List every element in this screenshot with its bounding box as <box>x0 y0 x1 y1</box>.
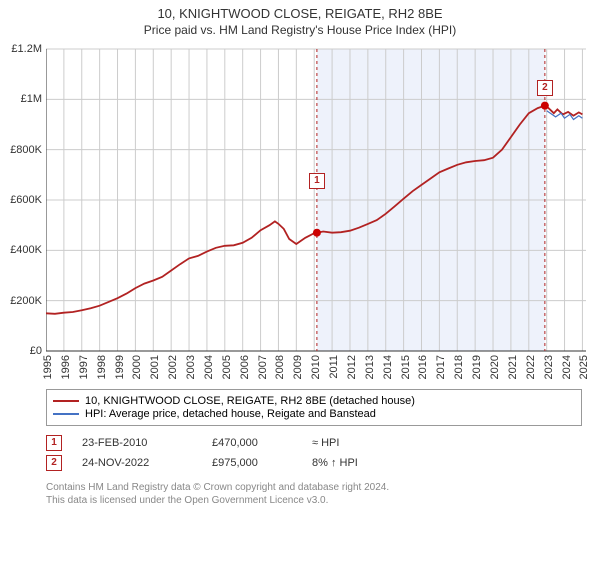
legend-label: HPI: Average price, detached house, Reig… <box>85 408 376 420</box>
sale-index-box: 1 <box>46 435 62 451</box>
sale-price: £470,000 <box>212 437 292 449</box>
x-axis-label: 2003 <box>185 355 197 379</box>
y-axis-label: £800K <box>2 144 42 156</box>
y-axis-label: £600K <box>2 194 42 206</box>
x-axis-label: 2010 <box>310 355 322 379</box>
x-axis-label: 2001 <box>149 355 161 379</box>
y-axis-label: £200K <box>2 295 42 307</box>
x-axis-label: 2014 <box>382 355 394 379</box>
x-axis-label: 1997 <box>78 355 90 379</box>
footer-attribution: Contains HM Land Registry data © Crown c… <box>46 481 582 507</box>
chart-svg <box>46 43 586 393</box>
y-axis-label: £1M <box>2 93 42 105</box>
sale-relative: ≈ HPI <box>312 437 412 449</box>
legend-swatch <box>53 400 79 402</box>
x-axis-label: 2006 <box>239 355 251 379</box>
x-axis-label: 1995 <box>42 355 54 379</box>
sale-date: 23-FEB-2010 <box>82 437 192 449</box>
x-axis-label: 2025 <box>578 355 590 379</box>
sales-table: 1 23-FEB-2010 £470,000 ≈ HPI 2 24-NOV-2022 £97… <box>46 431 582 475</box>
x-axis-label: 2007 <box>257 355 269 379</box>
sale-index-box: 2 <box>46 455 62 471</box>
x-axis-label: 2022 <box>525 355 537 379</box>
x-axis-label: 2024 <box>561 355 573 379</box>
x-axis-label: 2018 <box>453 355 465 379</box>
legend-row: 10, KNIGHTWOOD CLOSE, REIGATE, RH2 8BE (… <box>53 395 575 407</box>
x-axis-label: 2009 <box>292 355 304 379</box>
chart-plot-area: £0£200K£400K£600K£800K£1M£1.2M1995199619… <box>46 43 586 393</box>
x-axis-label: 2002 <box>167 355 179 379</box>
sale-row: 2 24-NOV-2022 £975,000 8% ↑ HPI <box>46 455 582 471</box>
footer-line: Contains HM Land Registry data © Crown c… <box>46 481 582 494</box>
x-axis-label: 2017 <box>435 355 447 379</box>
y-axis-label: £0 <box>2 345 42 357</box>
sale-date: 24-NOV-2022 <box>82 457 192 469</box>
y-axis-label: £1.2M <box>2 43 42 55</box>
chart-subtitle: Price paid vs. HM Land Registry's House … <box>0 23 600 37</box>
x-axis-label: 2013 <box>364 355 376 379</box>
legend-label: 10, KNIGHTWOOD CLOSE, REIGATE, RH2 8BE (… <box>85 395 415 407</box>
sale-price: £975,000 <box>212 457 292 469</box>
sale-row: 1 23-FEB-2010 £470,000 ≈ HPI <box>46 435 582 451</box>
legend-swatch <box>53 413 79 415</box>
sale-relative: 8% ↑ HPI <box>312 457 412 469</box>
legend-box: 10, KNIGHTWOOD CLOSE, REIGATE, RH2 8BE (… <box>46 389 582 426</box>
sale-marker-1: 1 <box>309 173 325 189</box>
x-axis-label: 2004 <box>203 355 215 379</box>
x-axis-label: 2021 <box>507 355 519 379</box>
x-axis-label: 1996 <box>60 355 72 379</box>
chart-title: 10, KNIGHTWOOD CLOSE, REIGATE, RH2 8BE <box>0 6 600 21</box>
legend-row: HPI: Average price, detached house, Reig… <box>53 408 575 420</box>
footer-line: This data is licensed under the Open Gov… <box>46 494 582 507</box>
x-axis-label: 2019 <box>471 355 483 379</box>
x-axis-label: 1998 <box>96 355 108 379</box>
x-axis-label: 2015 <box>400 355 412 379</box>
sale-marker-2: 2 <box>537 80 553 96</box>
x-axis-label: 2005 <box>221 355 233 379</box>
x-axis-label: 2023 <box>543 355 555 379</box>
x-axis-label: 2020 <box>489 355 501 379</box>
x-axis-label: 2016 <box>417 355 429 379</box>
x-axis-label: 2008 <box>274 355 286 379</box>
y-axis-label: £400K <box>2 244 42 256</box>
chart-container: 10, KNIGHTWOOD CLOSE, REIGATE, RH2 8BE P… <box>0 6 600 566</box>
x-axis-label: 1999 <box>114 355 126 379</box>
x-axis-label: 2012 <box>346 355 358 379</box>
x-axis-label: 2011 <box>328 355 340 379</box>
x-axis-label: 2000 <box>131 355 143 379</box>
